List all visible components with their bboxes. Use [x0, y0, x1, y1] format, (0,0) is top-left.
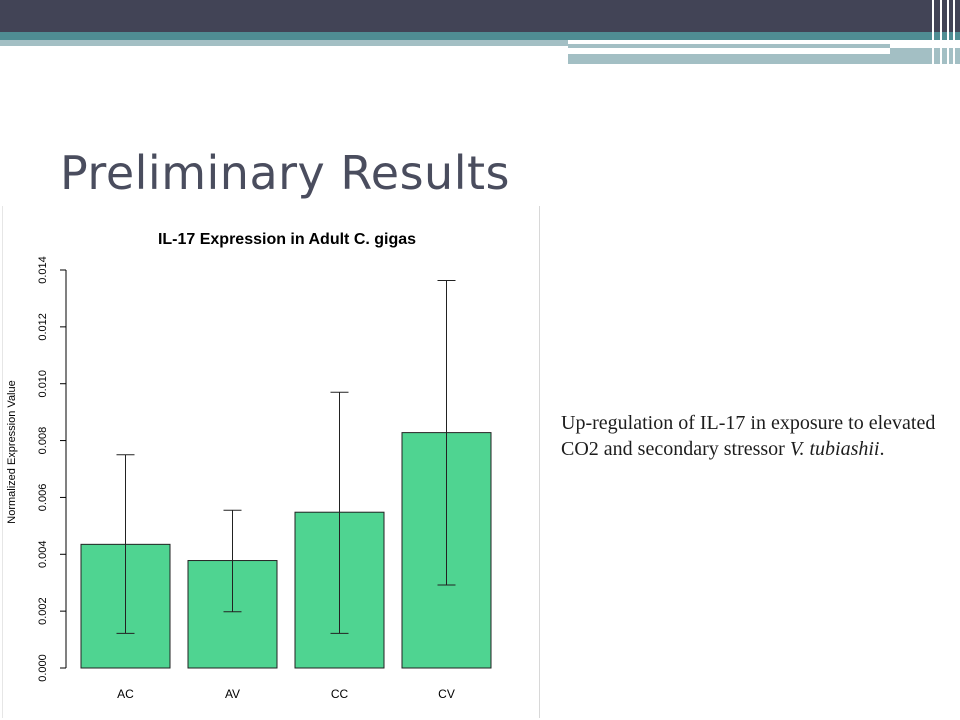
header-accent-bar	[568, 54, 890, 64]
header-divider-line-lower	[774, 64, 890, 66]
y-tick-label: 0.014	[37, 256, 49, 284]
y-tick-label: 0.008	[37, 427, 49, 455]
y-tick-label: 0.010	[37, 370, 49, 398]
x-tick-label: AV	[225, 687, 240, 701]
header-band-light	[0, 40, 568, 46]
chart-svg: IL-17 Expression in Adult C. gigas Norma…	[6, 231, 492, 701]
y-tick-label: 0.012	[37, 313, 49, 341]
x-tick-label: AC	[117, 687, 134, 701]
chart-title: IL-17 Expression in Adult C. gigas	[158, 231, 416, 248]
slide-title: Preliminary Results	[60, 146, 510, 200]
caption-period: .	[879, 438, 885, 460]
bars	[80, 432, 492, 669]
header-vertical-line	[940, 0, 942, 64]
y-tick-label: 0.006	[37, 484, 49, 512]
bar-chart: IL-17 Expression in Adult C. gigas Norma…	[2, 206, 540, 718]
x-tick-label: CC	[331, 687, 349, 701]
x-tick-label: CV	[438, 687, 455, 701]
y-axis: 0.000 0.002 0.004 0.006 0.008 0.010 0.012 0.014	[37, 256, 67, 682]
header-divider-line	[568, 51, 888, 53]
header-accent-block	[890, 48, 960, 64]
header-vertical-line	[932, 0, 934, 64]
x-axis-labels: AC AV CC CV	[117, 687, 455, 701]
slide-caption: Up-regulation of IL-17 in exposure to el…	[561, 410, 941, 462]
header-vertical-line	[947, 0, 949, 64]
header-band-light-right	[568, 44, 890, 48]
caption-species: V. tubiashii	[789, 438, 880, 460]
header-vertical-line	[953, 0, 955, 64]
y-tick-label: 0.002	[37, 597, 49, 625]
y-tick-label: 0.000	[37, 654, 49, 682]
error-bars	[116, 280, 456, 634]
header-band-dark	[0, 0, 960, 32]
header-band-teal	[0, 32, 960, 40]
y-axis-label: Normalized Expression Value	[6, 380, 18, 523]
y-tick-label: 0.004	[37, 541, 49, 569]
caption-text: Up-regulation of IL-17 in exposure to el…	[561, 412, 936, 460]
